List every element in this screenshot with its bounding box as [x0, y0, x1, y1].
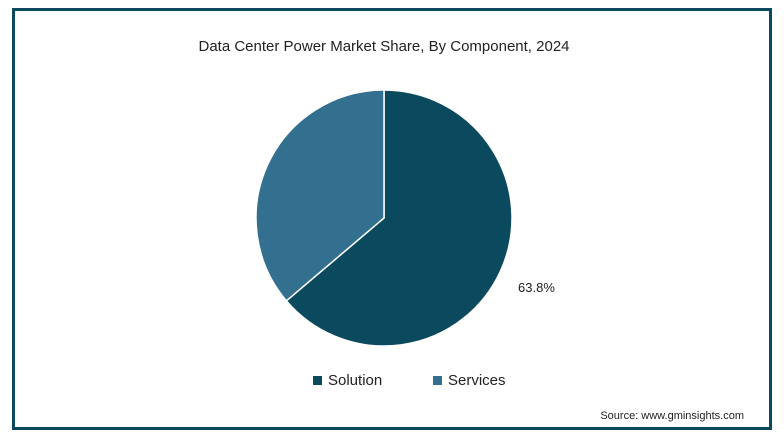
pie-slice	[285, 89, 513, 347]
chart-title: Data Center Power Market Share, By Compo…	[198, 38, 569, 55]
legend-swatch	[313, 376, 322, 385]
legend-label: Services	[448, 372, 506, 389]
legend-swatch	[433, 376, 442, 385]
pie-slice	[255, 89, 385, 302]
data-label: 63.8%	[518, 280, 555, 295]
legend-label: Solution	[328, 372, 382, 389]
source: Source: www.gminsights.com	[600, 410, 744, 422]
